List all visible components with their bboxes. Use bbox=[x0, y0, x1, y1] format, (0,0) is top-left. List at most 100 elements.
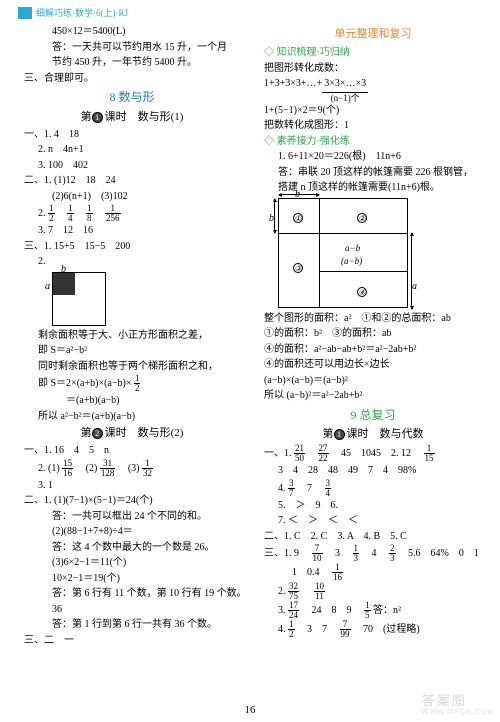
text-line: 1+3+3×3+…+3×3×…×3(n−1)个 bbox=[264, 76, 482, 93]
lesson-title: 第1课时 数与代数 bbox=[264, 426, 482, 443]
text-line: 450×12＝5400(L) bbox=[24, 24, 240, 40]
text-line: 所以 a²−b²＝(a+b)(a−b) bbox=[24, 409, 240, 425]
fraction: 2722 bbox=[318, 444, 329, 463]
text-line: 3. 100 402 bbox=[24, 158, 240, 174]
fraction-row: 2. 12 14 18 1256 bbox=[24, 204, 240, 223]
label: 课时 数与形(1) bbox=[105, 111, 184, 123]
text-line: 答：一天共可以节约用水 15 升，一个月 bbox=[24, 40, 240, 56]
text-line: (2)(88−1+7+8)÷4＝ bbox=[24, 524, 240, 540]
page-content: 450×12＝5400(L) 答：一天共可以节约用水 15 升，一个月 节约 4… bbox=[0, 24, 500, 648]
fraction: 2150 bbox=[294, 444, 305, 463]
text-line: ＝(a+b)(a−b) bbox=[24, 393, 240, 409]
series-title: 细解巧练·数学·6(上)·RJ bbox=[36, 6, 128, 19]
text-line: 剩余面积等于大、小正方形面积之差， bbox=[24, 328, 240, 344]
label: (2) bbox=[76, 462, 98, 473]
text-line: 把数转化成图形：1 bbox=[264, 118, 482, 134]
text-line: 10×2−1＝19(个) bbox=[24, 571, 240, 587]
text-line: 同时剩余面积也等于两个梯形面积之和， bbox=[24, 359, 240, 375]
fraction: 12 bbox=[288, 620, 295, 639]
text-line: 所以 (a−b)²＝a²−2ab+b² bbox=[264, 388, 482, 404]
label-b: b bbox=[269, 211, 274, 227]
label-a: a bbox=[412, 279, 417, 295]
fraction: 710 bbox=[312, 544, 323, 563]
label: (3) bbox=[118, 462, 140, 473]
text-line: 即 S＝2×(a+b)×(a−b)× 12 bbox=[24, 374, 240, 393]
text-line: 7. ＜ ＞ ＜ ＜ bbox=[264, 513, 482, 529]
watermark-text: 答案圈 bbox=[422, 693, 467, 708]
label: 素养接力·强化练 bbox=[277, 136, 350, 147]
fraction: 1724 bbox=[288, 601, 299, 620]
text-line: 三、1. 9 710 3 13 4 23 5.6 64% 0 1 bbox=[264, 544, 482, 563]
label: 知识梳理·巧归纳 bbox=[277, 47, 350, 58]
fraction: 1256 bbox=[105, 204, 121, 223]
fraction: 18 bbox=[86, 204, 93, 223]
region-1-icon: ① bbox=[293, 213, 303, 223]
text-line: (3)6×2−1＝11(个) bbox=[24, 555, 240, 571]
watermark-url: WWW.MXQE.COM bbox=[422, 709, 494, 716]
text-line: 三、二 一 bbox=[24, 633, 240, 649]
lesson-title: 第1课时 数与形(1) bbox=[24, 109, 240, 126]
partition-diagram: b b a ① ② ③ ④ a−b (a−b) bbox=[278, 198, 408, 308]
text-line: 一、1. 4 18 bbox=[24, 127, 240, 143]
text-line: 二、1. (1)(7−1)×(5−1)＝24(个) bbox=[24, 493, 240, 509]
fraction: 12 bbox=[48, 204, 55, 223]
region-2-icon: ② bbox=[357, 213, 367, 223]
label: 课时 数与代数 bbox=[347, 428, 424, 440]
text-line: 节约 450 升，一年节约 5400 升。 bbox=[24, 55, 240, 71]
text-line: 3. 7 12 16 bbox=[24, 223, 240, 239]
text-line: (2)6(n+1) (3)102 bbox=[24, 189, 240, 205]
text-line: 36 bbox=[24, 602, 240, 618]
fraction: 116 bbox=[332, 563, 343, 582]
text-line: ④的面积还可以用边长×边长 bbox=[264, 357, 482, 373]
fraction: 34 bbox=[325, 479, 332, 498]
label: 课时 数与形(2) bbox=[105, 427, 184, 439]
fraction: 12 bbox=[134, 374, 141, 393]
square-diagram: a b bbox=[52, 272, 106, 326]
label-a: a bbox=[45, 279, 50, 295]
text-line: 二、1. C 2. C 3. A 4. B 5. C bbox=[264, 529, 482, 545]
lesson-number-icon: 1 bbox=[92, 112, 103, 123]
text-line: 二、1. (1)12 18 24 bbox=[24, 173, 240, 189]
lesson-number-icon: 1 bbox=[334, 429, 345, 440]
text-line: 1+(5−1)×2＝9(个) bbox=[264, 103, 482, 119]
fraction: 1011 bbox=[314, 582, 325, 601]
text-line: ④的面积：a²−ab−ab+b²＝a²−2ab+b² bbox=[264, 342, 482, 358]
fraction: 132 bbox=[142, 459, 153, 478]
fraction: 115 bbox=[424, 444, 435, 463]
label: 2. (1) bbox=[38, 462, 60, 473]
text-line: 3 4 28 48 49 7 4 98% bbox=[264, 463, 482, 479]
text-line: 1. 6+11×20＝226(根) 11n+6 bbox=[264, 149, 482, 165]
label-b: b bbox=[61, 262, 66, 278]
fraction: 15 bbox=[364, 601, 371, 620]
text-line: 2. n 4n+1 bbox=[24, 142, 240, 158]
fraction: 31128 bbox=[100, 459, 116, 478]
book-logo-icon bbox=[18, 7, 32, 19]
text-line: ①的面积：b² ③的面积：ab bbox=[264, 326, 482, 342]
section-title: 单元整理和复习 bbox=[264, 26, 482, 43]
label: 第 bbox=[81, 427, 92, 439]
label: 2. bbox=[38, 208, 46, 219]
text-line: 3. 1724 24 8 9 15 答：n² bbox=[264, 601, 482, 620]
text-line: 答：这 4 个数中最大的一个数是 26。 bbox=[24, 540, 240, 556]
text-line: 2. 3275 1011 bbox=[264, 582, 482, 601]
text-line: ◇ 知识梳理·巧归纳 bbox=[264, 45, 482, 61]
text-line: 即 S＝a²−b² bbox=[24, 343, 240, 359]
fraction: 23 bbox=[389, 544, 396, 563]
fraction: 13 bbox=[353, 544, 360, 563]
region-4-icon: ④ bbox=[357, 287, 367, 297]
text-line: 答：第 6 行有 11 个数，第 10 行有 19 个数。 bbox=[24, 586, 240, 602]
fraction: 799 bbox=[340, 620, 351, 639]
underbrace: 3×3×…×3(n−1)个 bbox=[322, 76, 368, 93]
text-line: 一、1. 2150 2722 45 1045 2. 12 115 bbox=[264, 444, 482, 463]
text-line: 三、1. 15+5 15−5 200 bbox=[24, 239, 240, 255]
text-line: 5. ＞ 9 6. bbox=[264, 498, 482, 514]
text-line: 2. (1) 1516 (2) 31128 (3) 132 bbox=[24, 459, 240, 478]
lesson-number-icon: 2 bbox=[92, 428, 103, 439]
left-column: 450×12＝5400(L) 答：一天共可以节约用水 15 升，一个月 节约 4… bbox=[0, 24, 250, 648]
page-header: 细解巧练·数学·6(上)·RJ bbox=[18, 6, 128, 19]
text-line: 答：串联 20 顶这样的帐篷需要 226 根钢管， bbox=[264, 165, 482, 181]
text-line: 3. 1 bbox=[24, 478, 240, 494]
label-ab: a−b bbox=[345, 242, 360, 256]
label-b: b bbox=[295, 187, 300, 203]
label-ab: (a−b) bbox=[341, 255, 362, 269]
